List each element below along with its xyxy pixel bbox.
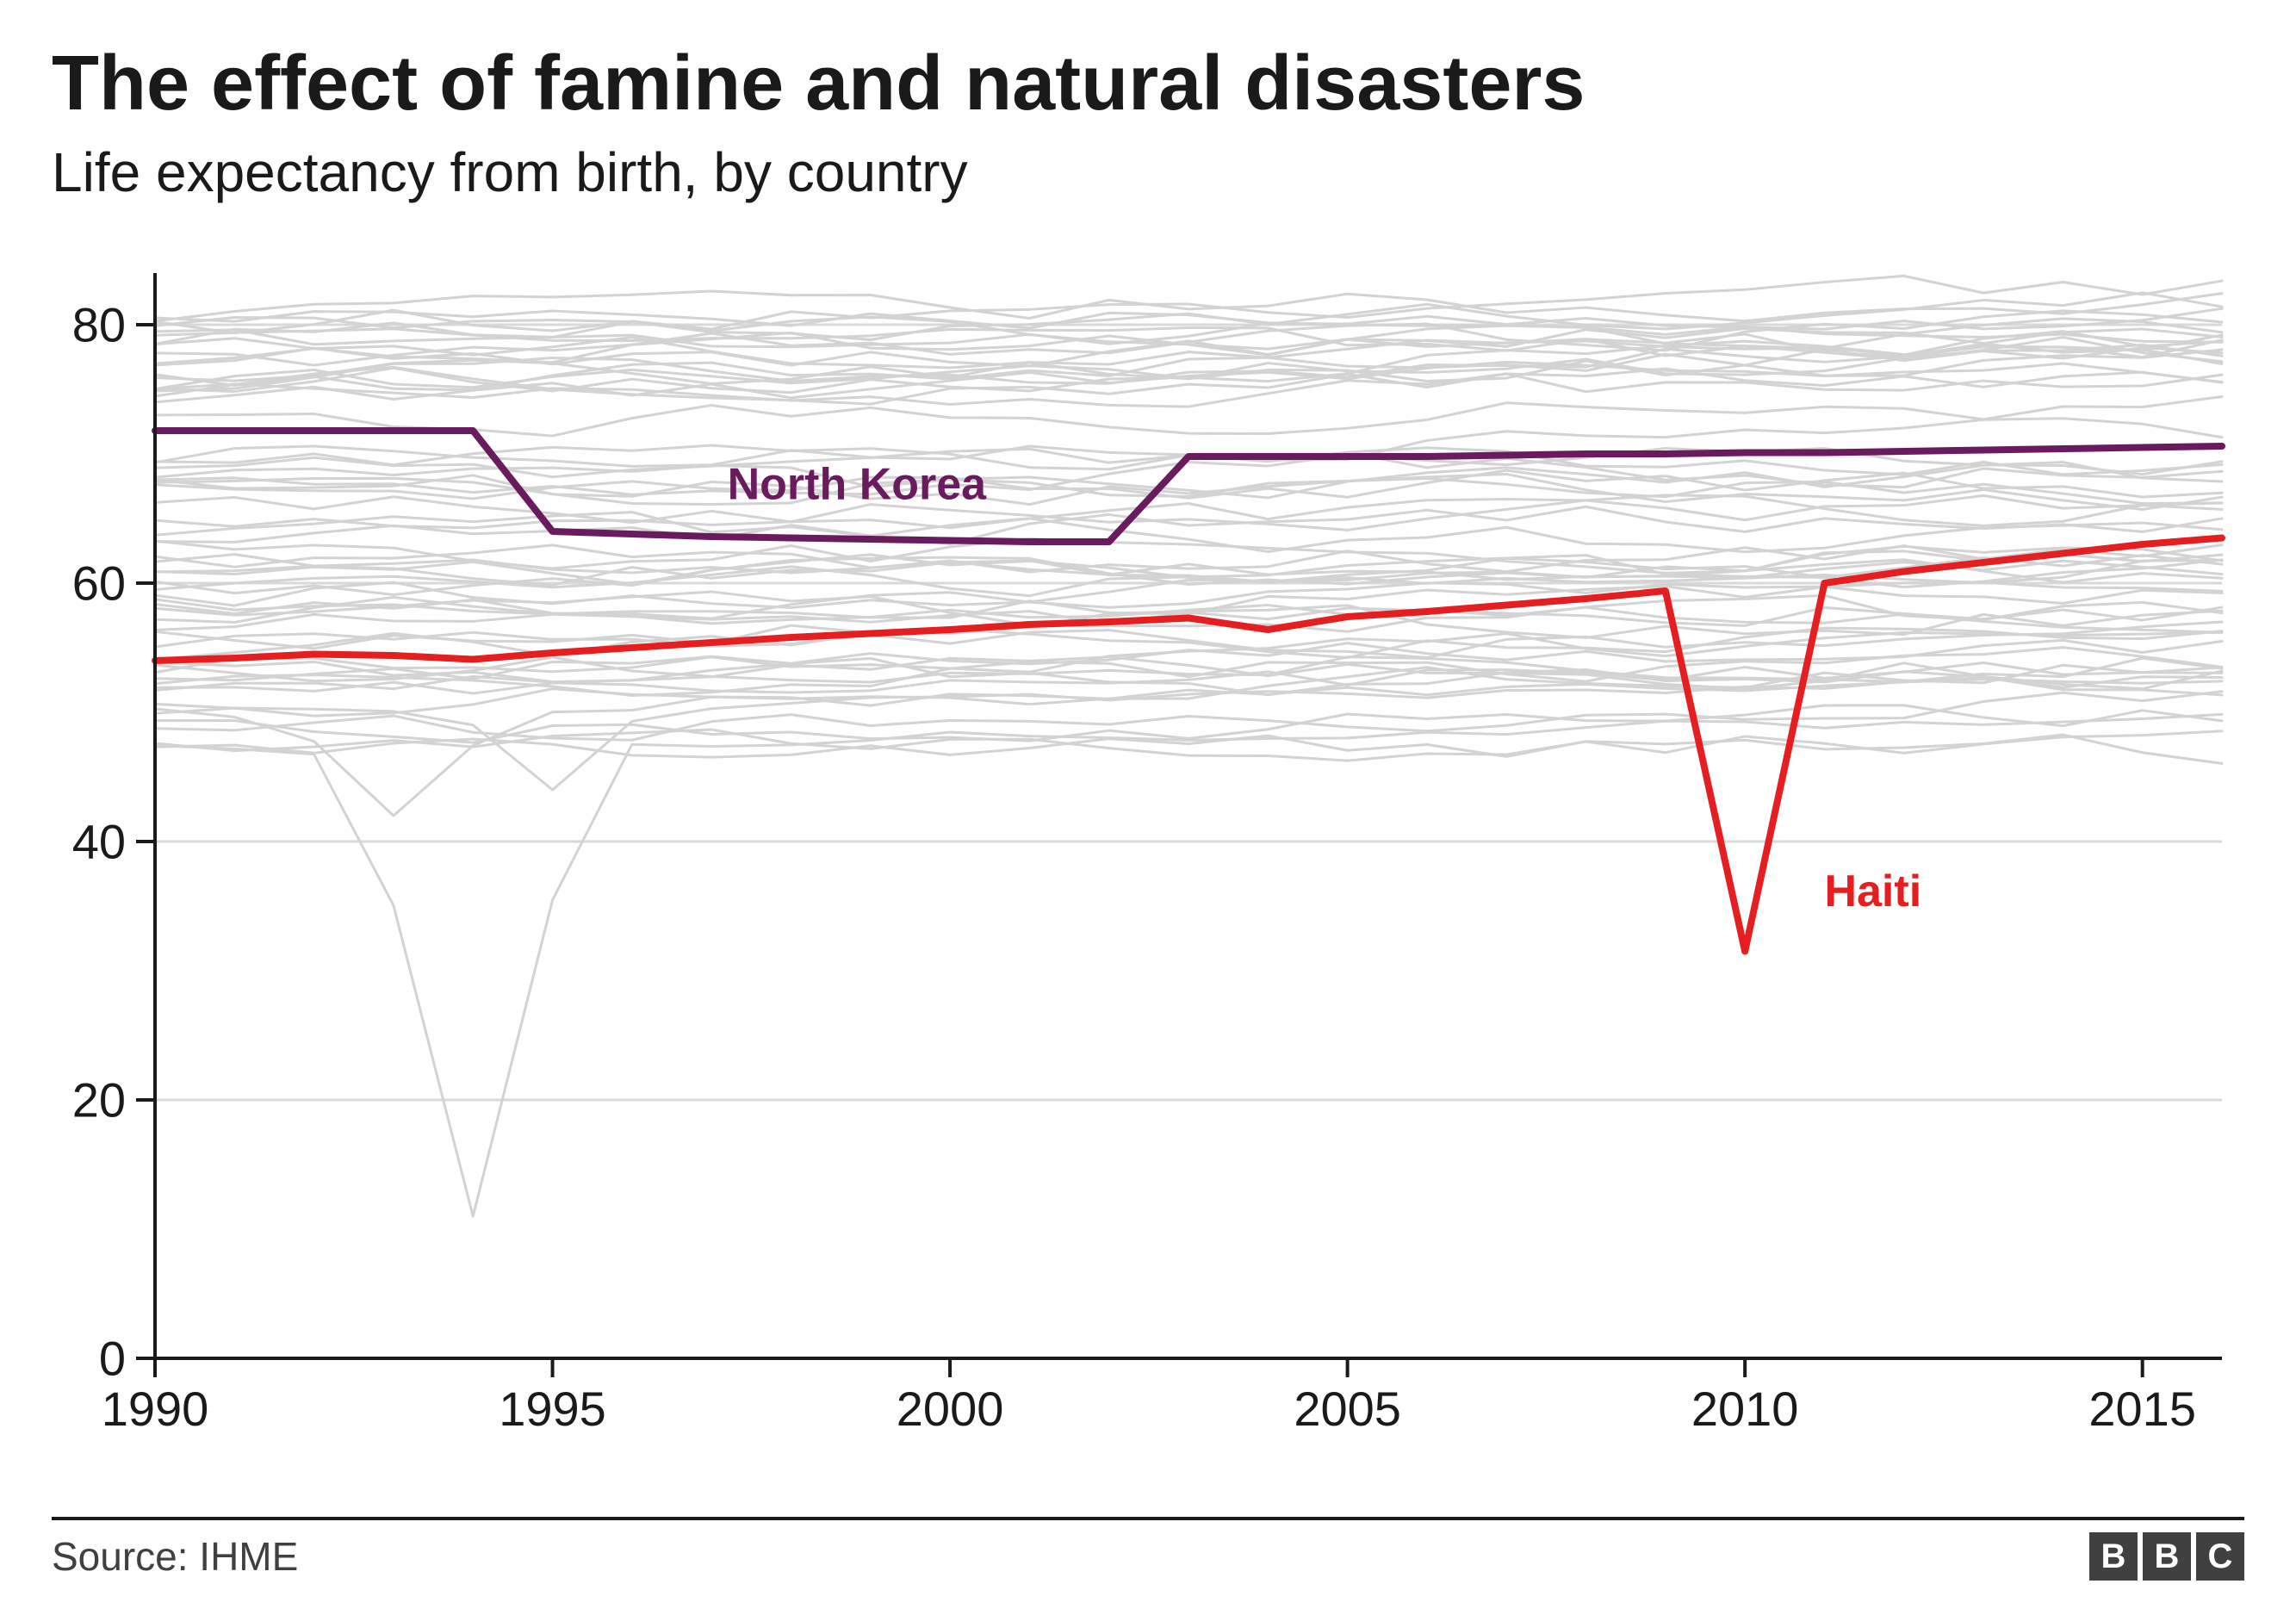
y-tick-label: 80 [72, 297, 126, 351]
line-chart-svg: North Korea Haiti 1990 1995 2000 2005 2010 2015… [52, 239, 2239, 1462]
x-tick-label: 2015 [2088, 1382, 2196, 1436]
background-anomaly-series [155, 676, 2222, 789]
series-label-north-korea: North Korea [728, 459, 988, 509]
background-anomaly-series [155, 714, 2222, 1216]
x-tick-label: 1995 [499, 1382, 606, 1436]
series-label-haiti: Haiti [1824, 867, 1921, 916]
y-tick-label: 0 [99, 1331, 126, 1385]
x-tick-label: 2010 [1691, 1382, 1799, 1436]
x-tick-label: 2000 [897, 1382, 1004, 1436]
x-tick-label: 1990 [102, 1382, 209, 1436]
x-tick-label: 2005 [1294, 1382, 1401, 1436]
source-label: Source: IHME [52, 1533, 298, 1580]
bbc-logo-letter: B [2089, 1532, 2138, 1581]
plot-area: North Korea Haiti 1990 1995 2000 2005 2010 2015… [52, 239, 2244, 1462]
chart-container: The effect of famine and natural disaste… [0, 0, 2296, 1615]
background-series-group [155, 276, 2222, 1216]
chart-footer: Source: IHME B B C [52, 1517, 2244, 1581]
y-tick-label: 60 [72, 556, 126, 610]
bbc-logo-letter: B [2143, 1532, 2191, 1581]
bbc-logo-letter: C [2196, 1532, 2244, 1581]
y-tick-label: 40 [72, 814, 126, 868]
chart-subtitle: Life expectancy from birth, by country [52, 140, 2244, 204]
y-tick-label: 20 [72, 1072, 126, 1127]
bbc-logo: B B C [2089, 1532, 2244, 1581]
chart-title: The effect of famine and natural disaste… [52, 43, 2244, 125]
